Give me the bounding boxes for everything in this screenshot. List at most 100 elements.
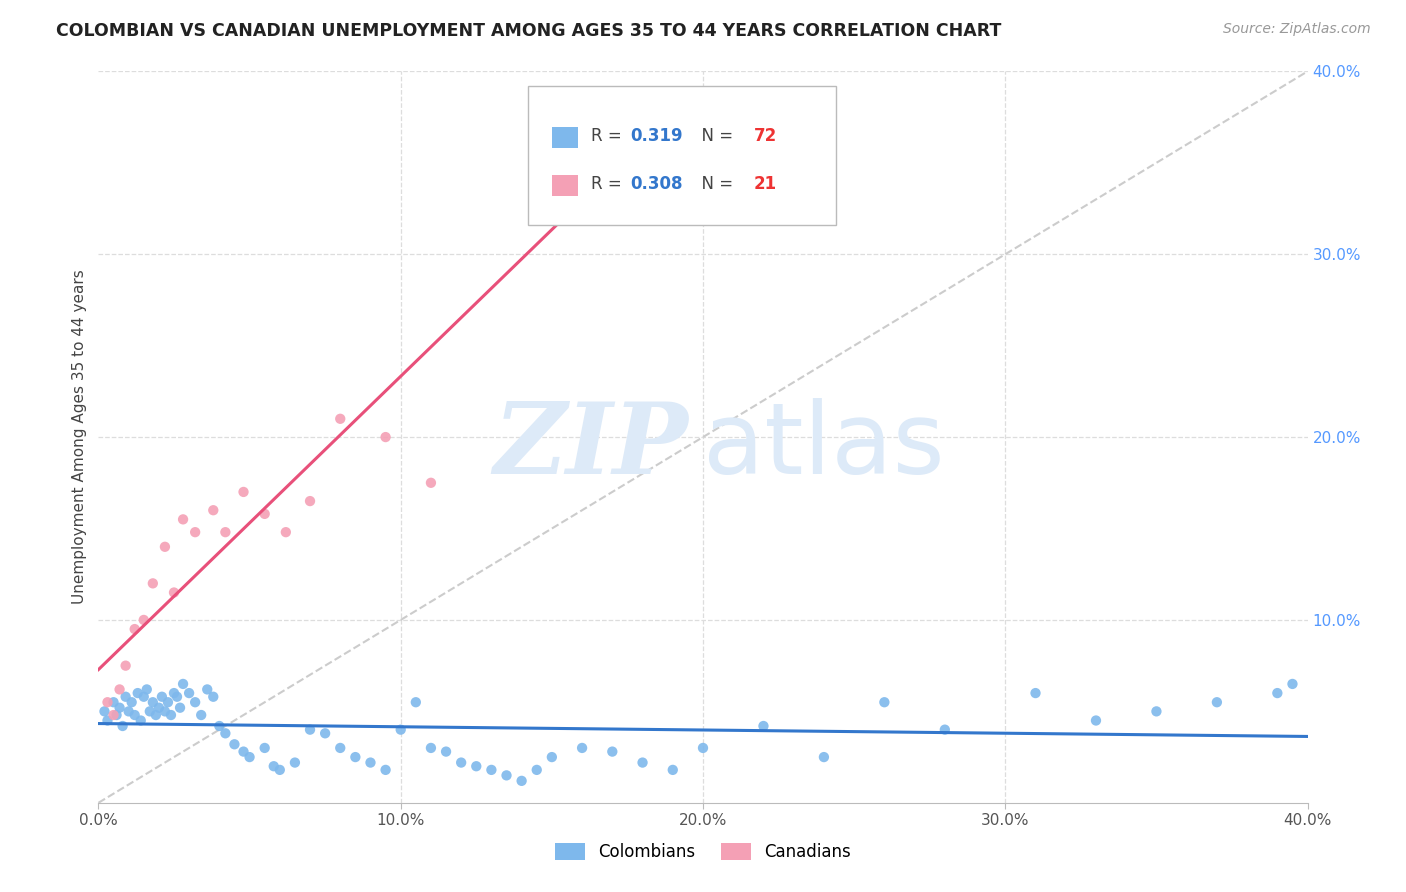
Point xyxy=(139,705,162,719)
Point xyxy=(202,503,225,517)
Point xyxy=(103,695,125,709)
Point xyxy=(118,705,141,719)
Point xyxy=(96,695,118,709)
Point xyxy=(153,540,176,554)
Point xyxy=(169,700,191,714)
Y-axis label: Unemployment Among Ages 35 to 44 years: Unemployment Among Ages 35 to 44 years xyxy=(72,269,87,605)
Text: 0.308: 0.308 xyxy=(630,175,683,193)
Point xyxy=(602,745,624,759)
Text: 0.319: 0.319 xyxy=(630,127,683,145)
Point xyxy=(434,745,457,759)
Point xyxy=(692,740,714,755)
Point xyxy=(661,763,683,777)
Text: N =: N = xyxy=(690,175,738,193)
Point xyxy=(127,686,149,700)
Point xyxy=(150,690,173,704)
Point xyxy=(374,430,396,444)
Point xyxy=(232,745,254,759)
Point xyxy=(108,700,131,714)
Point xyxy=(190,708,212,723)
Point xyxy=(232,485,254,500)
Point xyxy=(184,525,207,540)
Point xyxy=(103,708,125,723)
Point xyxy=(114,658,136,673)
Point xyxy=(299,494,322,508)
Point xyxy=(465,759,488,773)
Legend: Colombians, Canadians: Colombians, Canadians xyxy=(548,836,858,868)
Point xyxy=(224,737,246,751)
Point xyxy=(160,708,183,723)
Point xyxy=(202,690,225,704)
Point xyxy=(214,525,236,540)
Point xyxy=(129,714,152,728)
Text: Source: ZipAtlas.com: Source: ZipAtlas.com xyxy=(1223,22,1371,37)
Point xyxy=(495,768,517,782)
Point xyxy=(163,686,186,700)
Text: N =: N = xyxy=(690,127,738,145)
Text: 21: 21 xyxy=(754,175,778,193)
Bar xyxy=(551,175,578,195)
Point xyxy=(142,695,165,709)
Point xyxy=(450,756,472,770)
Point xyxy=(145,708,167,723)
Point xyxy=(124,708,146,723)
Point xyxy=(631,756,654,770)
Point xyxy=(172,512,194,526)
Point xyxy=(752,719,775,733)
Point xyxy=(148,700,170,714)
Point xyxy=(299,723,322,737)
Point xyxy=(510,773,533,788)
Point xyxy=(813,750,835,764)
Point xyxy=(121,695,143,709)
Point xyxy=(163,585,186,599)
Bar xyxy=(551,128,578,148)
Point xyxy=(111,719,134,733)
Point xyxy=(420,740,443,755)
Text: 72: 72 xyxy=(754,127,778,145)
Point xyxy=(540,750,562,764)
Point xyxy=(284,756,307,770)
Point xyxy=(481,763,503,777)
Point xyxy=(239,750,262,764)
Point xyxy=(571,740,593,755)
Point xyxy=(269,763,291,777)
Point xyxy=(208,719,231,733)
Point xyxy=(195,682,218,697)
Point xyxy=(108,682,131,697)
Point xyxy=(526,763,548,777)
Point xyxy=(132,613,155,627)
Text: R =: R = xyxy=(591,127,627,145)
Text: ZIP: ZIP xyxy=(494,398,688,494)
Text: atlas: atlas xyxy=(703,398,945,495)
Point xyxy=(135,682,157,697)
Point xyxy=(93,705,115,719)
Text: COLOMBIAN VS CANADIAN UNEMPLOYMENT AMONG AGES 35 TO 44 YEARS CORRELATION CHART: COLOMBIAN VS CANADIAN UNEMPLOYMENT AMONG… xyxy=(56,22,1001,40)
Point xyxy=(329,740,352,755)
Point xyxy=(184,695,207,709)
Point xyxy=(1144,705,1167,719)
Point xyxy=(253,507,276,521)
Point xyxy=(132,690,155,704)
Point xyxy=(344,750,367,764)
Point xyxy=(1281,677,1303,691)
Point xyxy=(360,756,382,770)
Point xyxy=(1267,686,1289,700)
Point xyxy=(172,677,194,691)
Point xyxy=(873,695,896,709)
Point xyxy=(420,475,443,490)
Point xyxy=(96,714,118,728)
Point xyxy=(314,726,336,740)
Point xyxy=(179,686,201,700)
Point xyxy=(1085,714,1108,728)
Point xyxy=(214,726,236,740)
Point xyxy=(274,525,297,540)
Point xyxy=(263,759,285,773)
Point xyxy=(124,622,146,636)
Text: R =: R = xyxy=(591,175,627,193)
Point xyxy=(405,695,427,709)
Point xyxy=(329,412,352,426)
Point xyxy=(156,695,179,709)
Point xyxy=(934,723,956,737)
Point xyxy=(389,723,412,737)
Point xyxy=(374,763,396,777)
